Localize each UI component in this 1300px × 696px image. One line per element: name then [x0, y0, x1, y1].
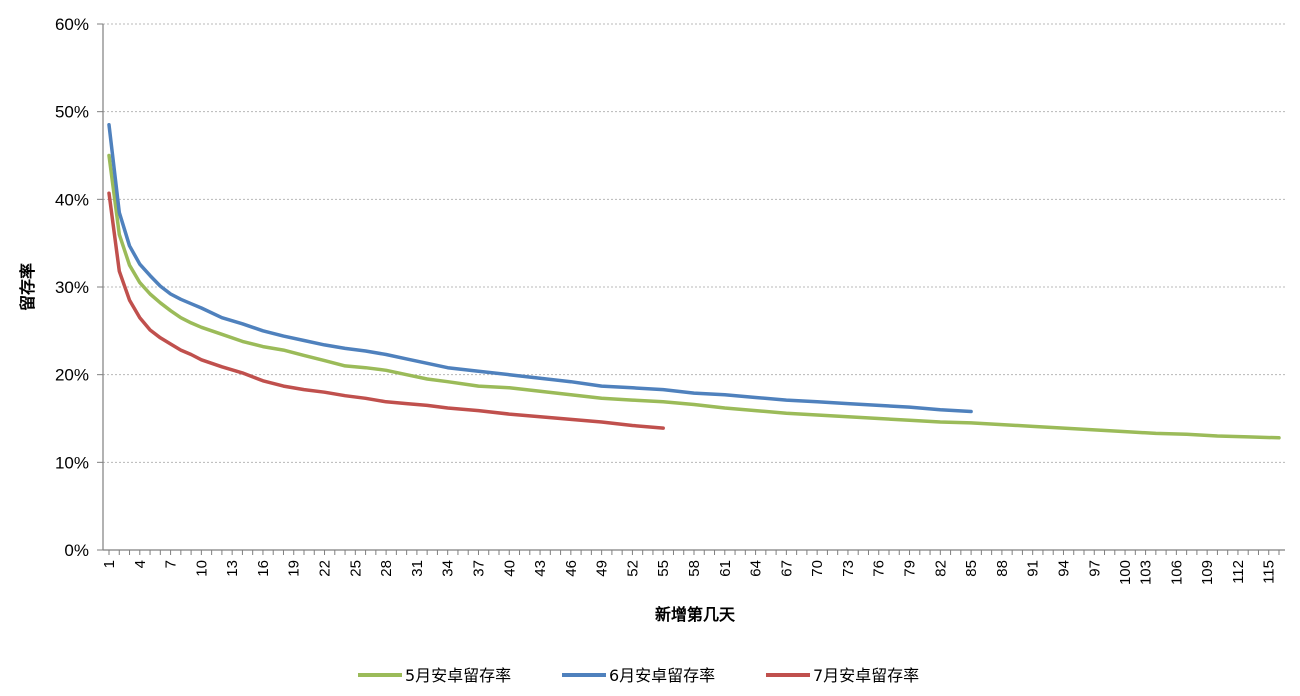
- y-axis: 0% 10% 20% 30% 40% 50% 60%: [55, 15, 104, 560]
- x-axis-title: 新增第几天: [655, 605, 736, 624]
- x-tick-label: 16: [255, 560, 272, 577]
- y-tick-label: 40%: [55, 190, 89, 209]
- x-tick-label: 58: [686, 560, 703, 577]
- x-tick-label: 94: [1055, 560, 1072, 577]
- y-tick-label: 30%: [55, 278, 89, 297]
- x-tick-label: 115: [1261, 560, 1278, 584]
- x-tick-label: 97: [1086, 560, 1103, 577]
- series-line-3: [107, 191, 665, 430]
- x-tick-label: 52: [624, 560, 641, 577]
- x-tick-label: 19: [286, 560, 303, 577]
- x-tick-label: 103: [1138, 560, 1155, 585]
- legend: 5月安卓留存率 6月安卓留存率 7月安卓留存率: [358, 666, 919, 685]
- legend-label-3: 7月安卓留存率: [813, 666, 919, 685]
- x-tick-label: 22: [317, 560, 334, 577]
- x-tick-label: 106: [1168, 560, 1185, 585]
- x-tick-label: 37: [470, 560, 487, 577]
- x-tick-label: 67: [778, 560, 795, 577]
- y-tick-label: 20%: [55, 366, 89, 385]
- x-tick-label: 112: [1230, 560, 1247, 584]
- legend-label-2: 6月安卓留存率: [609, 666, 715, 685]
- x-tick-label: 79: [902, 560, 919, 577]
- x-tick-label: 49: [594, 560, 611, 577]
- legend-label-1: 5月安卓留存率: [405, 666, 511, 685]
- x-tick-label: 4: [132, 560, 149, 568]
- x-tick-label: 43: [532, 560, 549, 577]
- x-tick-label: 28: [378, 560, 395, 577]
- x-tick-label: 88: [994, 560, 1011, 577]
- y-axis-title: 留存率: [18, 263, 37, 311]
- x-tick-label: 55: [655, 560, 672, 577]
- x-axis: 1 4 7 10 13 16 19 22 25 28 31 34 37 40 43 46 49 52 55 58 61 6…: [101, 549, 1285, 585]
- x-tick-label: 61: [717, 560, 734, 577]
- y-tick-label: 10%: [55, 453, 89, 472]
- y-tick-label: 50%: [55, 103, 89, 122]
- x-tick-label: 46: [563, 560, 580, 577]
- x-tick-label: 40: [501, 560, 518, 577]
- x-tick-label: 85: [963, 560, 980, 577]
- x-tick-label: 64: [748, 560, 765, 577]
- x-tick-label: 7: [163, 560, 180, 568]
- x-tick-label: 91: [1025, 560, 1042, 577]
- x-tick-label: 34: [440, 560, 457, 577]
- x-tick-label: 82: [932, 560, 949, 577]
- x-tick-label: 73: [840, 560, 857, 577]
- y-tick-label: 60%: [55, 15, 89, 34]
- x-tick-label: 1: [101, 560, 118, 568]
- y-tick-label: 0%: [64, 541, 89, 560]
- x-tick-label: 25: [347, 560, 364, 577]
- series-line-2: [107, 123, 973, 414]
- x-tick-label: 31: [409, 560, 426, 577]
- x-tick-label: 10: [193, 560, 210, 577]
- x-tick-label: 70: [809, 560, 826, 577]
- series-line-1: [107, 153, 1281, 440]
- x-tick-label: 76: [871, 560, 888, 577]
- gridlines: [103, 23, 1285, 463]
- x-tick-label: 109: [1199, 560, 1216, 585]
- x-tick-label: 13: [224, 560, 241, 577]
- series-lines: [107, 123, 1281, 440]
- x-tick-label: 100: [1117, 560, 1134, 585]
